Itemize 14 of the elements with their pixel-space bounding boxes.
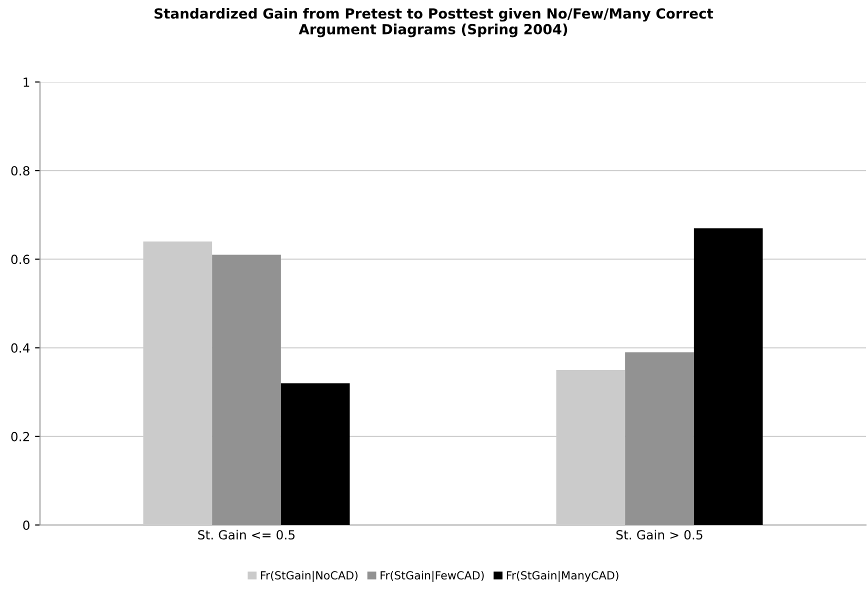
y-tick-label: 0.8 (11, 166, 30, 176)
legend-label: Fr(StGain|ManyCAD) (506, 570, 618, 582)
legend-label: Fr(StGain|FewCAD) (380, 570, 484, 582)
x-tick-label: St. Gain <= 0.5 (198, 530, 295, 540)
legend-label: Fr(StGain|NoCAD) (261, 570, 358, 582)
bar (280, 383, 350, 525)
chart-title: Standardized Gain from Pretest to Posttest given No/Few/Many Correct Argument Diagrams (Spring 2004) (154, 8, 714, 38)
bar (694, 228, 763, 525)
y-tick-label: 0.6 (11, 254, 30, 264)
x-tick-label: St. Gain > 0.5 (616, 530, 702, 540)
y-tick-label: 0 (23, 520, 30, 530)
y-tick-label: 0.4 (11, 343, 30, 353)
y-tick-label: 0.2 (11, 432, 30, 442)
y-tick-label: 1 (24, 78, 30, 87)
